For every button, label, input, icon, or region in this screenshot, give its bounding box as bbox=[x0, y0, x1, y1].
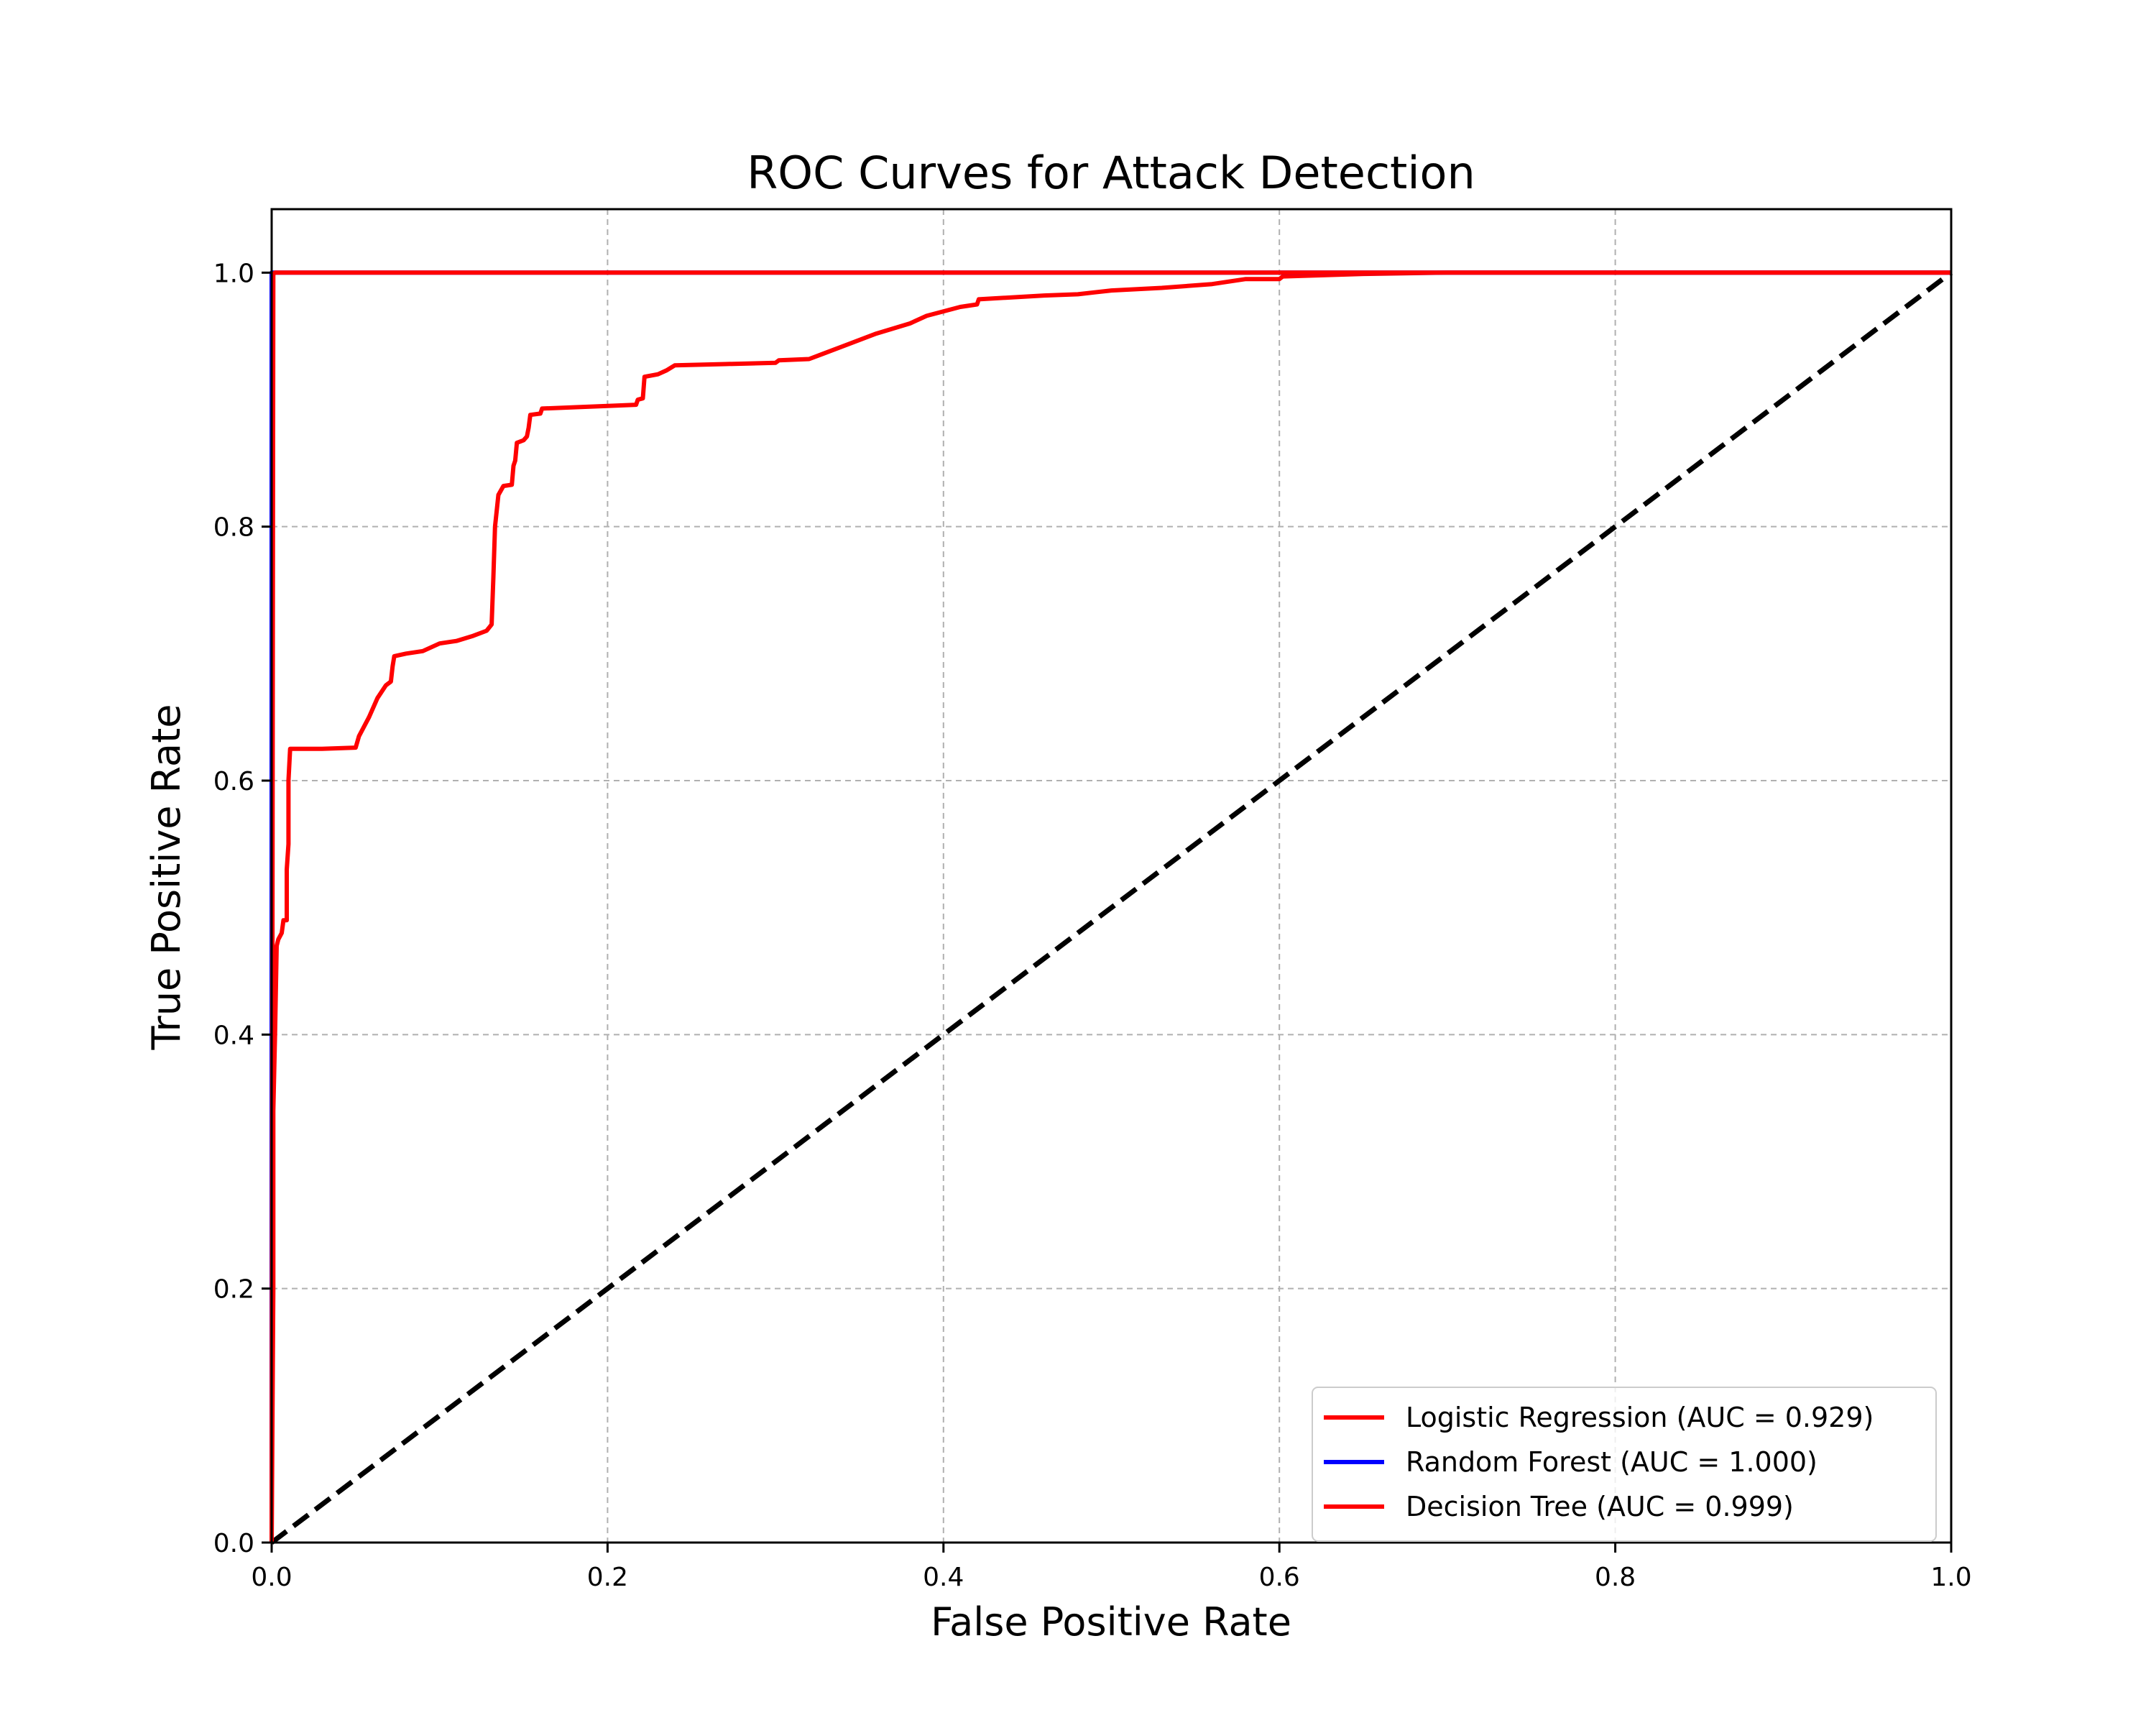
x-tick-label: 0.2 bbox=[587, 1563, 628, 1592]
legend: Logistic Regression (AUC = 0.929) Random … bbox=[1312, 1387, 1937, 1542]
chance-diagonal-line bbox=[270, 270, 1953, 1545]
y-tick-label: 0.8 bbox=[213, 513, 254, 543]
tick-layer: 0.0 0.2 0.4 0.6 0.8 1.0 0.0 0.2 0.4 0.6 0.8 1.0 bbox=[213, 259, 1972, 1592]
series-line-0 bbox=[270, 270, 1951, 1543]
y-tick-label: 0.2 bbox=[213, 1275, 254, 1305]
y-axis-title: True Positive Rate bbox=[144, 704, 189, 1050]
chart-title: ROC Curves for Attack Detection bbox=[747, 147, 1475, 199]
plot-frame bbox=[270, 208, 1953, 1544]
x-tick-label: 0.8 bbox=[1595, 1563, 1636, 1592]
x-axis-title: False Positive Rate bbox=[931, 1599, 1291, 1645]
legend-label: Logistic Regression (AUC = 0.929) bbox=[1406, 1402, 1874, 1433]
series-layer bbox=[270, 270, 1953, 1545]
x-tick-label: 1.0 bbox=[1930, 1563, 1971, 1592]
y-tick-label: 0.4 bbox=[213, 1021, 254, 1050]
y-tick-label: 0.0 bbox=[213, 1529, 254, 1558]
x-tick-label: 0.4 bbox=[923, 1563, 964, 1592]
legend-label: Decision Tree (AUC = 0.999) bbox=[1406, 1491, 1794, 1522]
grid-layer bbox=[271, 209, 1952, 1543]
y-tick-label: 1.0 bbox=[213, 259, 254, 288]
x-tick-label: 0.0 bbox=[251, 1563, 292, 1592]
legend-label: Random Forest (AUC = 1.000) bbox=[1406, 1446, 1818, 1478]
x-tick-label: 0.6 bbox=[1259, 1563, 1300, 1592]
y-tick-label: 0.6 bbox=[213, 767, 254, 796]
legend-box bbox=[1312, 1387, 1937, 1542]
